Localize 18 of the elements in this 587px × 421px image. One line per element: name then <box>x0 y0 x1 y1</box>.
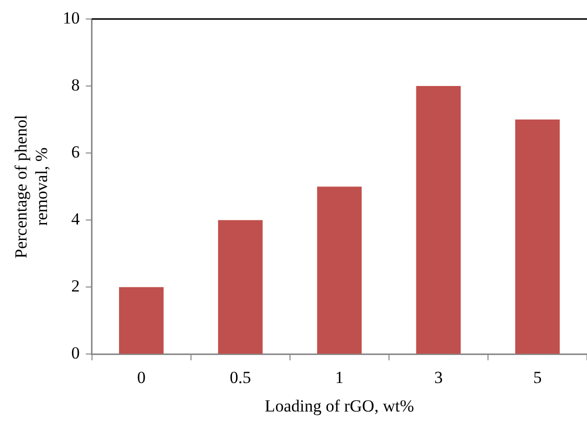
bar <box>119 287 164 354</box>
y-axis-title: Percentage of phenol removal, % <box>12 114 52 258</box>
bar <box>416 86 461 354</box>
x-axis-title: Loading of rGO, wt% <box>264 396 414 416</box>
x-tick-label: 1 <box>335 368 344 387</box>
y-tick-label: 2 <box>71 276 80 296</box>
x-tick-label: 0 <box>137 368 146 387</box>
x-tick-label: 3 <box>434 368 443 387</box>
y-tick-label: 10 <box>62 8 80 28</box>
y-tick-label: 4 <box>71 210 80 229</box>
bar <box>218 220 263 354</box>
y-tick-label: 0 <box>71 344 80 363</box>
bar <box>515 120 560 354</box>
x-tick-label: 0.5 <box>230 368 251 387</box>
x-tick-label: 5 <box>533 368 542 387</box>
y-tick-label: 6 <box>71 142 80 162</box>
bar <box>317 186 362 354</box>
y-tick-label: 8 <box>71 76 80 95</box>
